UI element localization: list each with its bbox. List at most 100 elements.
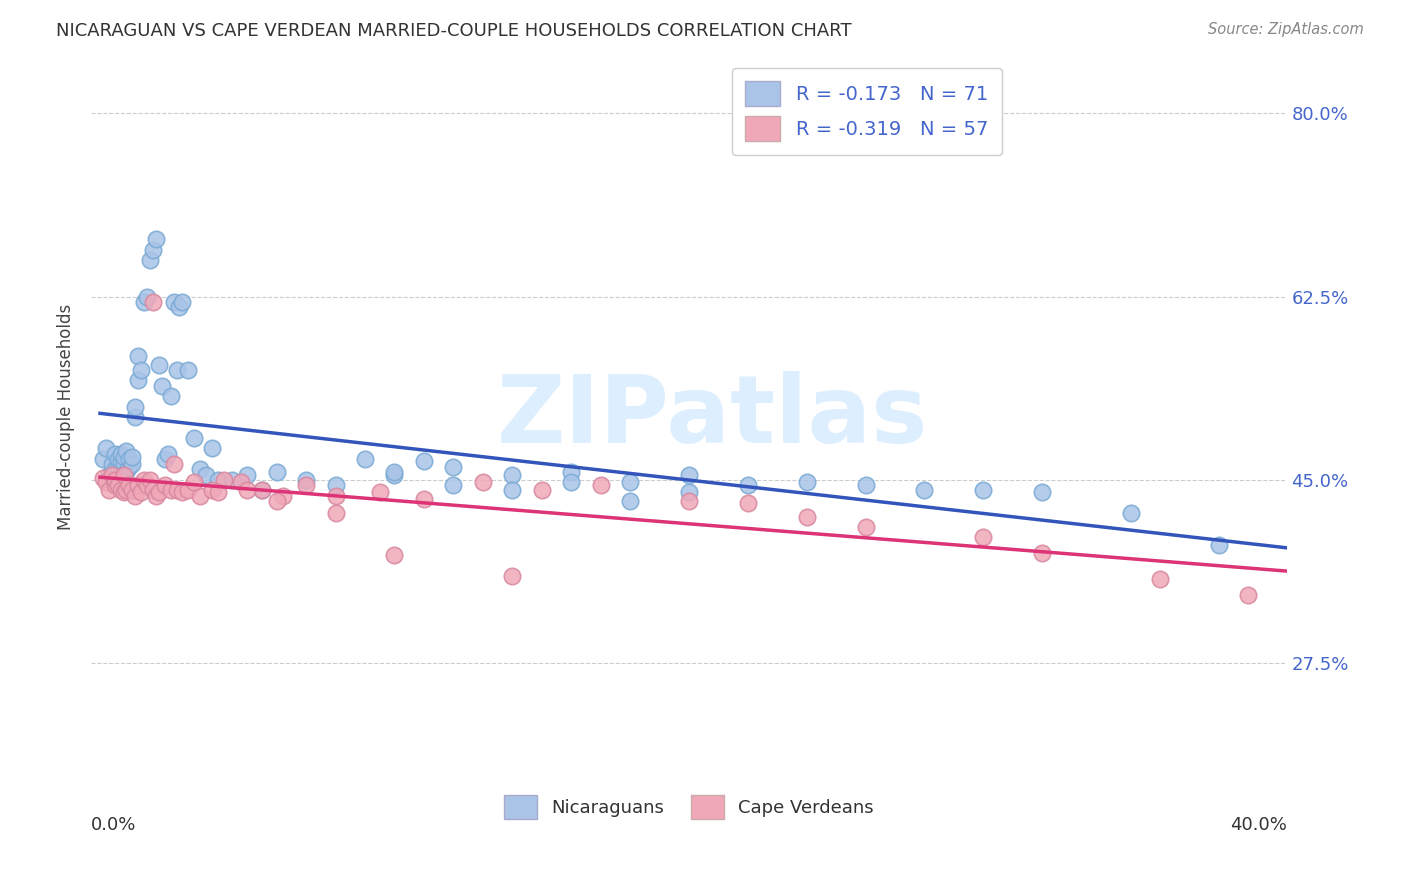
Point [796,475,818,489]
Point [441,460,464,475]
Point [266,465,288,479]
Point [412,454,434,468]
Point [236,467,259,482]
Point [100,467,122,482]
Point [118,452,141,467]
Point [678,467,700,482]
Point [1119,507,1142,521]
Point [354,452,377,467]
Point [136,290,159,304]
Point [104,462,127,476]
Point [112,467,135,482]
Point [250,483,273,498]
Point [104,447,127,461]
Point [136,478,159,492]
Point [97,483,120,498]
Point [159,389,181,403]
Point [104,478,127,492]
Point [112,485,135,500]
Point [153,452,176,467]
Point [150,378,173,392]
Point [325,489,347,503]
Point [271,489,294,503]
Point [325,507,347,521]
Point [94,475,117,489]
Point [110,454,132,468]
Point [471,475,494,489]
Point [124,410,146,425]
Point [201,483,224,498]
Point [221,473,243,487]
Point [737,496,759,510]
Point [231,475,253,489]
Point [124,489,146,503]
Point [121,450,143,464]
Point [250,483,273,498]
Point [1149,572,1171,586]
Point [188,462,211,476]
Point [153,478,176,492]
Point [166,363,188,377]
Point [912,483,935,498]
Point [142,294,165,309]
Point [589,478,612,492]
Point [91,471,114,485]
Point [127,478,149,492]
Point [91,452,114,467]
Point [266,493,288,508]
Point [855,520,877,534]
Point [156,447,179,461]
Point [97,467,120,482]
Point [177,363,200,377]
Point [112,457,135,471]
Legend: Nicaraguans, Cape Verdeans: Nicaraguans, Cape Verdeans [496,789,880,826]
Point [183,431,205,445]
Point [501,467,523,482]
Point [796,509,818,524]
Point [129,363,152,377]
Point [384,467,406,482]
Point [412,491,434,506]
Point [115,465,138,479]
Point [129,485,152,500]
Point [118,478,141,492]
Text: 40.0%: 40.0% [1230,816,1286,835]
Point [619,493,641,508]
Point [678,485,700,500]
Point [560,465,582,479]
Point [207,485,229,500]
Point [142,243,165,257]
Text: Source: ZipAtlas.com: Source: ZipAtlas.com [1208,22,1364,37]
Point [530,483,553,498]
Point [162,457,184,471]
Point [148,358,170,372]
Point [166,483,188,498]
Point [139,253,162,268]
Point [441,478,464,492]
Point [159,483,181,498]
Point [107,452,129,467]
Text: 0.0%: 0.0% [91,816,136,835]
Point [737,478,759,492]
Point [236,483,259,498]
Point [112,450,135,464]
Point [169,300,191,314]
Point [134,473,156,487]
Point [678,493,700,508]
Point [384,549,406,563]
Point [110,447,132,461]
Point [212,473,235,487]
Point [188,489,211,503]
Point [145,489,167,503]
Point [172,294,194,309]
Point [107,478,129,492]
Point [115,483,138,498]
Point [207,473,229,487]
Point [127,350,149,364]
Point [121,483,143,498]
Point [162,294,184,309]
Point [148,485,170,500]
Point [384,465,406,479]
Point [115,443,138,458]
Point [94,442,117,456]
